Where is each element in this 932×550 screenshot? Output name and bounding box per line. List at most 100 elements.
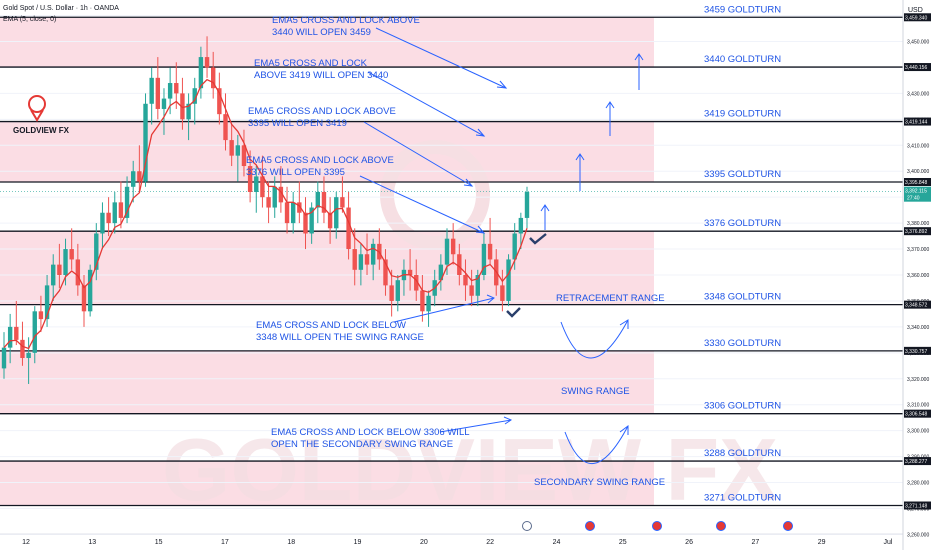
candle-body-3 <box>20 339 25 359</box>
candle-body-27 <box>167 83 173 99</box>
zone-1 <box>0 17 654 68</box>
candle-body-38 <box>235 145 241 156</box>
candle-body-41 <box>254 176 259 192</box>
annotation-2-line-2: ABOVE 3419 WILL OPEN 3440 <box>254 70 388 81</box>
annotation-4-line-1: EMA5 CROSS AND LOCK ABOVE <box>246 155 394 166</box>
level-price-3: 3,419.144 <box>905 120 927 126</box>
candle-body-73 <box>450 238 456 255</box>
level-price-9: 3,288.277 <box>905 459 927 465</box>
candle-body-31 <box>192 88 197 104</box>
candle-body-44 <box>272 186 277 208</box>
annotations: EMA5 CROSS AND LOCK ABOVE 3440 WILL OPEN… <box>246 15 470 450</box>
level-labels: 3459 GOLDTURN 3440 GOLDTURN 3419 GOLDTURN 3… <box>704 4 781 503</box>
level-name-1: 3459 GOLDTURN <box>704 4 781 15</box>
candle-body-42 <box>260 176 265 198</box>
currency-label: USD <box>908 7 923 14</box>
candle-body-8 <box>51 264 56 286</box>
y-tick-14: 3,400.000 <box>907 169 929 175</box>
indicator-label: EMA (5, close, 0) <box>3 16 57 23</box>
annotation-2-line-1: EMA5 CROSS AND LOCK <box>254 58 368 69</box>
candle-body-82 <box>506 259 511 301</box>
candle-body-4 <box>26 352 31 359</box>
x-tick-8: 24 <box>553 539 561 546</box>
candle-body-14 <box>87 269 93 312</box>
candle-body-67 <box>414 275 419 291</box>
y-tick-11: 3,370.000 <box>907 247 929 253</box>
x-tick-7: 22 <box>486 539 494 546</box>
candle-body-30 <box>186 103 191 120</box>
ema-line <box>3 78 528 350</box>
secondary-swing-range-label: SECONDARY SWING RANGE <box>534 477 665 488</box>
candle-body-83 <box>512 233 517 260</box>
candle-body-22 <box>137 171 142 182</box>
x-tick-10: 26 <box>685 539 693 546</box>
annotation-3-line-1: EMA5 CROSS AND LOCK ABOVE <box>248 106 396 117</box>
level-price-1: 3,459.340 <box>905 15 927 21</box>
candle-body-54 <box>334 197 339 229</box>
level-price-badge-5 <box>904 227 931 236</box>
y-tick-4: 3,300.000 <box>907 429 929 435</box>
candle-body-5 <box>32 311 37 353</box>
candle-body-29 <box>180 93 185 120</box>
candle-body-62 <box>383 259 388 286</box>
candle-body-63 <box>389 285 394 301</box>
swing-range-label: SWING RANGE <box>561 386 630 397</box>
candle-body-24 <box>149 77 154 104</box>
level-price-2: 3,440.156 <box>905 65 927 71</box>
candle-body-7 <box>44 285 50 320</box>
candle-body-34 <box>211 67 216 89</box>
annotation-6-line-1: EMA5 CROSS AND LOCK BELOW 3306 WILL <box>271 427 470 438</box>
candle-body-56 <box>346 207 351 250</box>
level-price-6: 3,348.572 <box>905 303 927 309</box>
level-price-8: 3,306.548 <box>905 412 927 418</box>
candle-body-17 <box>106 212 111 224</box>
level-lines <box>0 16 903 507</box>
candle-body-19 <box>118 202 124 218</box>
annotation-1-line-1: EMA5 CROSS AND LOCK ABOVE <box>272 15 420 26</box>
candle-body-23 <box>143 103 148 182</box>
candle-body-16 <box>100 212 105 234</box>
x-tick-3: 17 <box>221 539 229 546</box>
candle-body-21 <box>131 171 136 187</box>
candle-body-52 <box>321 191 327 213</box>
candle-body-46 <box>284 202 290 224</box>
level-price-7: 3,330.757 <box>905 349 927 355</box>
last-price: 3,392.115 <box>905 189 927 195</box>
y-tick-8: 3,340.000 <box>907 325 929 331</box>
candle-body-28 <box>174 83 179 94</box>
candle-body-10 <box>63 249 68 275</box>
candle-body-2 <box>14 326 19 340</box>
last-price-badge <box>904 186 931 202</box>
y-tick-6: 3,320.000 <box>907 377 929 383</box>
candle-body-68 <box>420 290 425 312</box>
candle-body-72 <box>444 238 450 265</box>
x-axis: 12 13 15 17 18 19 20 22 24 25 26 27 29 Jul <box>0 533 903 546</box>
y-tick-15: 3,410.000 <box>907 143 929 149</box>
level-price-badge-3 <box>904 117 931 126</box>
candle-body-74 <box>457 254 462 275</box>
candle-body-78 <box>481 243 487 275</box>
watermark: GOLDVIEW FX <box>162 140 778 519</box>
candle-body-18 <box>112 202 117 224</box>
candle-body-9 <box>57 264 62 275</box>
level-name-5: 3376 GOLDTURN <box>704 218 781 229</box>
candle-body-26 <box>161 98 167 109</box>
x-tick-11: 27 <box>751 539 759 546</box>
ema5-line <box>3 78 528 350</box>
candle-body-84 <box>518 217 524 234</box>
candle-body-85 <box>524 191 530 218</box>
candle-body-49 <box>303 212 308 234</box>
candle-body-15 <box>94 233 99 270</box>
x-tick-1: 13 <box>88 539 96 546</box>
x-tick-5: 19 <box>354 539 362 546</box>
candle-body-47 <box>290 202 296 224</box>
price-scale[interactable]: 3,260.0003,270.0003,280.0003,290.0003,30… <box>902 0 932 550</box>
candle-body-55 <box>340 197 345 208</box>
goldview-logo: GOLDVIEW FX <box>13 95 70 135</box>
y-tick-2: 3,280.000 <box>907 481 929 487</box>
candle-body-66 <box>407 269 413 275</box>
candle-body-60 <box>370 243 376 265</box>
candle-body-12 <box>75 259 81 286</box>
annotation-3-line-2: 3395 WILL OPEN 3419 <box>248 118 347 129</box>
